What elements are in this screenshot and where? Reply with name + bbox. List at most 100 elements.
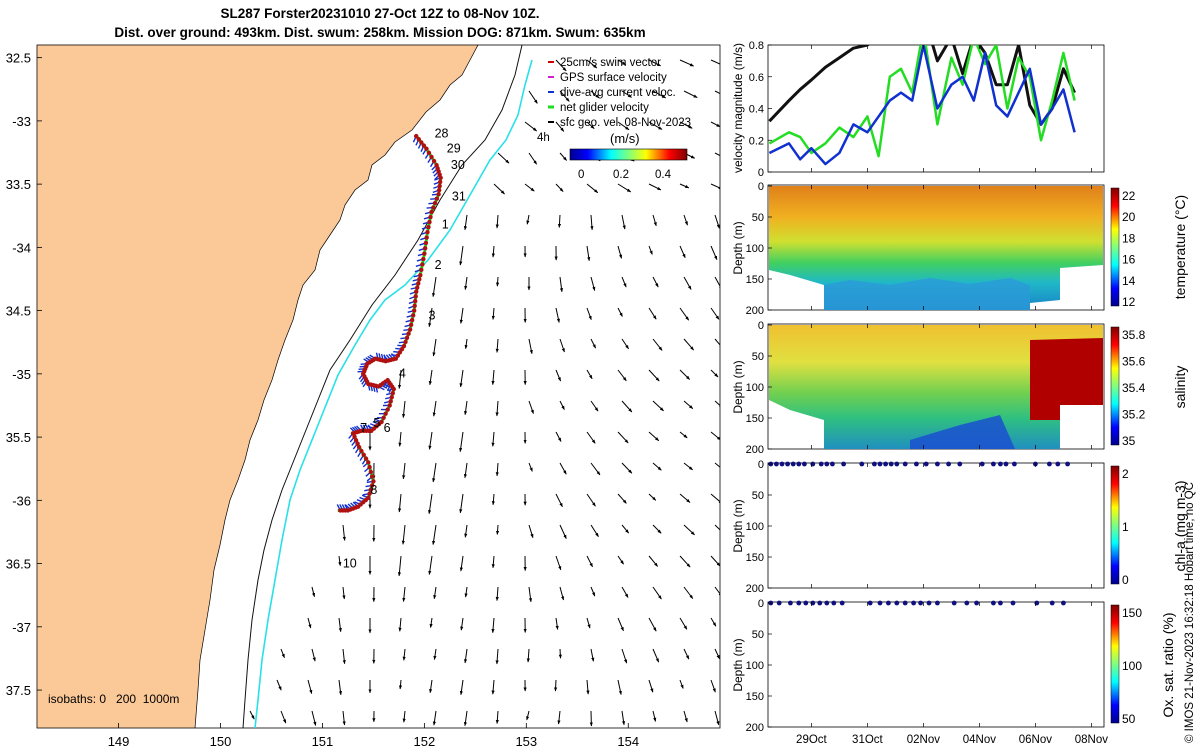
current-arrow (652, 338, 663, 351)
time-axis-ticks: 29Oct 31Oct 02Nov 04Nov 06Nov 08Nov (796, 45, 1108, 746)
salinity-high-saline (1030, 338, 1103, 420)
track-point (407, 327, 413, 332)
depth-tick-label: 50 (752, 629, 764, 641)
track-point (408, 322, 414, 328)
depth-tick-label: 200 (746, 722, 764, 734)
surface-sample-dot (1049, 600, 1055, 606)
current-arrow (557, 710, 561, 725)
current-arrow (621, 524, 630, 534)
colorbar-tick-label: 20 (1122, 210, 1136, 224)
current-arrow (464, 400, 468, 416)
track-point (371, 479, 376, 484)
surface-sample-dot (918, 600, 923, 606)
current-arrow (679, 121, 693, 129)
track-point (390, 390, 395, 396)
current-arrow (679, 183, 690, 189)
map-ytick-label: 34.5 (6, 304, 31, 319)
current-arrow (432, 710, 437, 726)
day-label: 2 (435, 258, 442, 272)
current-arrow (679, 431, 688, 439)
velocity-tick-label: 0 (758, 167, 764, 179)
velocity-lines (768, 45, 1076, 166)
surface-sample-dot (914, 461, 919, 467)
current-arrow (714, 400, 720, 409)
current-arrow (714, 648, 720, 660)
colorbar-tick-label: 1 (1122, 520, 1129, 534)
track-point (418, 272, 423, 278)
current-arrow (528, 524, 534, 539)
track-point (363, 456, 369, 461)
current-arrow (428, 307, 433, 328)
current-arrow (586, 679, 590, 695)
track-point (412, 298, 418, 304)
current-arrow (402, 586, 406, 602)
current-arrow (463, 710, 468, 727)
track-point (391, 386, 396, 392)
current-arrow (648, 307, 657, 320)
current-arrow (342, 648, 346, 665)
current-arrow (586, 369, 593, 380)
current-arrow (621, 214, 626, 230)
current-arrow (524, 121, 537, 132)
depth-tick-label: 100 (746, 660, 764, 672)
temperature-cblabel: temperature (°C) (1172, 195, 1188, 299)
day-label: 30 (451, 158, 465, 172)
current-arrow (617, 245, 623, 259)
current-arrow (555, 431, 562, 442)
current-arrow (558, 648, 562, 659)
map-ytick-label: 36.5 (6, 557, 31, 572)
map-legend: 25cm/s swim vector GPS surface velocity … (537, 57, 691, 181)
depth-tick-label: 200 (746, 305, 764, 317)
map-ytick-label: -37 (12, 620, 31, 635)
surface-sample-dot (790, 461, 796, 467)
current-arrow (586, 59, 598, 69)
day-label: 29 (447, 142, 461, 156)
current-arrow (307, 617, 312, 629)
current-arrow (495, 524, 500, 535)
map-ytick-label: 35.5 (6, 430, 31, 445)
oxygen-dots (768, 600, 1066, 606)
current-arrow (249, 710, 255, 720)
current-arrow (555, 183, 564, 192)
current-arrow (714, 524, 720, 531)
chla-dots (768, 461, 1070, 467)
track-point (352, 434, 357, 439)
current-arrow (652, 710, 657, 722)
current-arrow (652, 214, 657, 227)
oxygen-axes (767, 601, 1105, 728)
current-arrow (648, 369, 660, 382)
colorbar-tick-label: 2 (1122, 467, 1129, 481)
track-point (369, 483, 375, 488)
current-arrow (590, 524, 599, 538)
current-arrow (679, 307, 690, 321)
current-arrow (714, 276, 720, 291)
track-point (381, 415, 386, 421)
map-ytick-label: -35 (12, 367, 31, 382)
salinity-colorbar (1110, 326, 1120, 446)
current-arrow (459, 431, 464, 453)
velocity-tick-label: 0.4 (749, 104, 764, 116)
track-point (355, 441, 360, 446)
surface-sample-dot (796, 461, 802, 467)
surface-sample-dot (802, 461, 807, 467)
surface-sample-dot (830, 461, 835, 467)
depth-tick-label: 100 (746, 382, 764, 394)
current-vector-field (249, 59, 720, 727)
time-tick-label: 29Oct (796, 734, 827, 746)
current-arrow (555, 617, 559, 630)
current-arrow (428, 555, 433, 575)
current-arrow (683, 524, 695, 536)
current-arrow (432, 276, 437, 298)
colorbar-tick-label: 35 (1122, 434, 1136, 448)
current-arrow (621, 462, 633, 474)
current-arrow (338, 679, 343, 696)
track-point (399, 346, 405, 352)
surface-sample-dot (867, 600, 873, 606)
surface-sample-dot (894, 461, 900, 467)
map-colorbar (569, 148, 688, 161)
current-arrow (555, 369, 562, 382)
current-arrow (617, 369, 627, 382)
colorbar-tick-0: 0 (578, 169, 584, 181)
surface-sample-dot (831, 600, 837, 606)
current-arrow (495, 214, 499, 229)
